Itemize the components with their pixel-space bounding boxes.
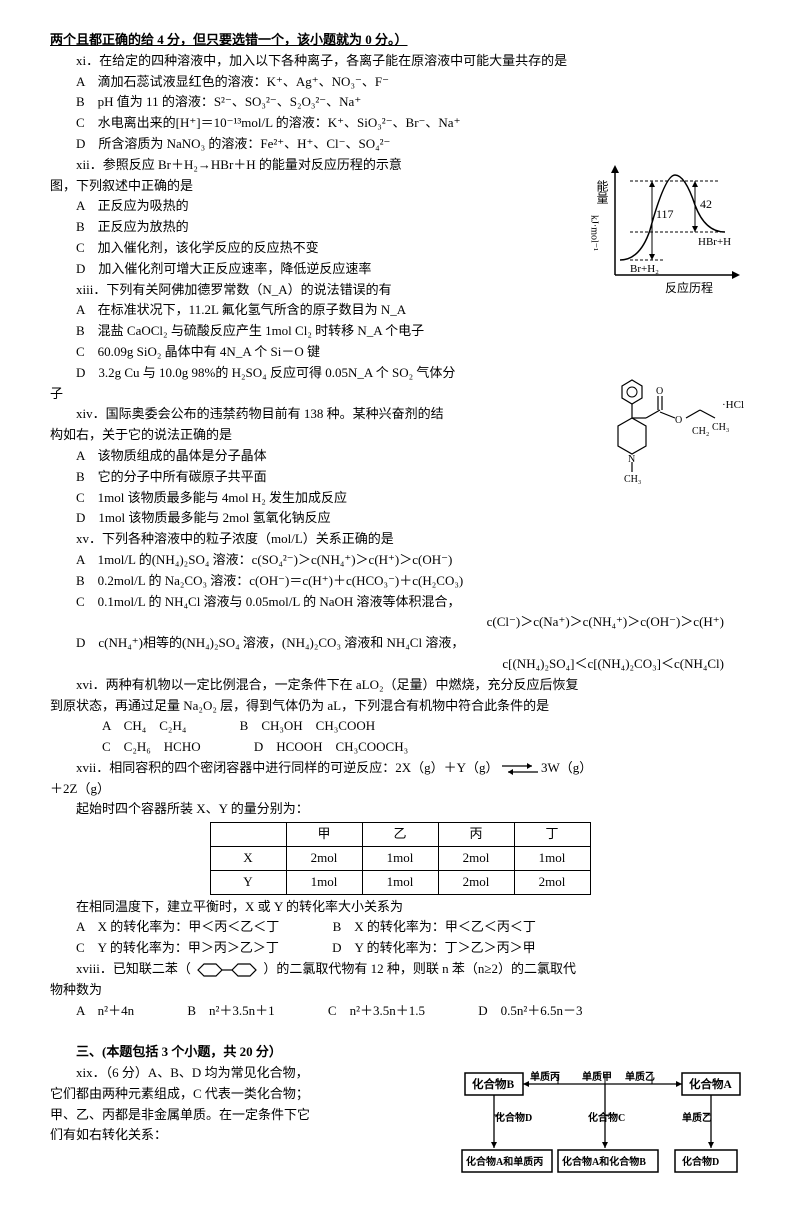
q15-opt-c: C 0.1mol/L 的 NH₄Cl 溶液与 0.05mol/L 的 NaOH … (50, 592, 750, 613)
q17-stem-2: ＋2Z（g） (50, 779, 750, 800)
svg-text:单质甲: 单质甲 (582, 1070, 612, 1083)
q18-stem: xviii．已知联二苯（ ）的二氯取代物有 12 种，则联 n 苯（n≥2）的二… (50, 959, 750, 980)
svg-text:kJ·mol⁻¹: kJ·mol⁻¹ (590, 215, 600, 251)
q15-stem: xv．下列各种溶液中的粒子浓度（mol/L）关系正确的是 (50, 529, 750, 550)
q16-stem-2: 到原状态，再通过足量 Na₂O₂ 层，得到气体仍为 aL，下列混合有机物中符合此… (50, 696, 750, 717)
svg-text:117: 117 (656, 207, 674, 221)
q11-opt-b: B pH 值为 11 的溶液：S²⁻、SO₃²⁻、S₂O₃²⁻、Na⁺ (50, 92, 750, 113)
table-row: 甲乙丙丁 (210, 823, 590, 847)
q15-opt-a: A 1mol/L 的(NH₄)₂SO₄ 溶液：c(SO₄²⁻)＞c(NH₄⁺)＞… (50, 550, 750, 571)
q13-opt-a: A 在标准状况下，11.2L 氟化氢气所含的原子数目为 N_A (50, 300, 750, 321)
q17-table: 甲乙丙丁 X2mol1mol2mol1mol Y1mol1mol2mol2mol (210, 822, 591, 894)
q11-opt-d: D 所含溶质为 NaNO₃ 的溶液：Fe²⁺、H⁺、Cl⁻、SO₄²⁻ (50, 134, 750, 155)
svg-text:CH₃: CH₃ (712, 422, 729, 433)
q17-stem: xvii．相同容积的四个密闭容器中进行同样的可逆反应：2X（g）＋Y（g） 3W… (50, 758, 750, 779)
svg-text:单质乙: 单质乙 (625, 1070, 655, 1083)
q16-stem: xvi．两种有机物以一定比例混合，一定条件下在 aLO₂（足量）中燃烧，充分反应… (50, 675, 750, 696)
svg-text:42: 42 (700, 197, 712, 211)
biphenyl-icon (194, 962, 260, 978)
q17-opts-ab: A X 的转化率为：甲＜丙＜乙＜丁 B X 的转化率为：甲＜乙＜丙＜丁 (50, 917, 750, 938)
svg-text:化合物C: 化合物C (588, 1111, 625, 1124)
q17-opts-cd: C Y 的转化率为：甲＞丙＞乙＞丁 D Y 的转化率为：丁＞乙＞丙＞甲 (50, 938, 750, 959)
svg-text:HBr+H: HBr+H (698, 236, 731, 248)
q13-opt-c: C 60.09g SiO₂ 晶体中有 4N_A 个 Si－O 键 (50, 342, 750, 363)
svg-text:化合物D: 化合物D (495, 1111, 532, 1124)
scoring-rule: 两个且都正确的给 4 分，但只要选错一个，该小题就为 0 分。） (50, 30, 750, 51)
table-row: X2mol1mol2mol1mol (210, 847, 590, 871)
svg-text:单质乙: 单质乙 (682, 1111, 712, 1124)
q14-opt-d: D 1mol 该物质最多能与 2mol 氢氧化钠反应 (50, 508, 750, 529)
svg-text:化合物A和单质丙: 化合物A和单质丙 (466, 1155, 543, 1168)
q15-opt-c-line2: c(Cl⁻)＞c(Na⁺)＞c(NH₄⁺)＞c(OH⁻)＞c(H⁺) (50, 612, 750, 633)
svg-text:反应历程: 反应历程 (665, 280, 713, 295)
q11-stem: xi．在给定的四种溶液中，加入以下各种离子，各离子能在原溶液中可能大量共存的是 (50, 51, 750, 72)
q15-opt-d: D c(NH₄⁺)相等的(NH₄)₂SO₄ 溶液，(NH₄)₂CO₃ 溶液和 N… (50, 633, 750, 654)
svg-text:化合物A: 化合物A (689, 1077, 732, 1091)
svg-text:Br+H₂: Br+H₂ (630, 263, 659, 275)
svg-text:·HCl: ·HCl (722, 399, 744, 411)
svg-text:CH₃: CH₃ (624, 474, 641, 485)
q14-opt-c: C 1mol 该物质最多能与 4mol H₂ 发生加成反应 (50, 488, 750, 509)
svg-text:能量: 能量 (595, 179, 609, 203)
flow-diagram: 化合物B 化合物A 单质丙 单质甲 单质乙 化合物D 化合物C 单质乙 化合物A… (460, 1068, 750, 1183)
energy-graph: 117 42 HBr+H Br+H₂ 能量 kJ·mol⁻¹ 反应历程 (590, 160, 750, 300)
q17-stem-3: 起始时四个容器所装 X、Y 的量分别为： (50, 799, 750, 820)
q18-opts: A n²＋4n B n²＋3.5n＋1 C n²＋3.5n＋1.5 D 0.5n… (50, 1001, 750, 1022)
q17-stem-4: 在相同温度下，建立平衡时，X 或 Y 的转化率大小关系为 (50, 897, 750, 918)
q15-opt-b: B 0.2mol/L 的 Na₂CO₃ 溶液：c(OH⁻)＝c(H⁺)＋c(HC… (50, 571, 750, 592)
svg-text:O: O (656, 386, 663, 397)
q11-opt-c: C 水电离出来的[H⁺]＝10⁻¹³mol/L 的溶液：K⁺、SiO₃²⁻、Br… (50, 113, 750, 134)
table-row: Y1mol1mol2mol2mol (210, 870, 590, 894)
svg-text:化合物D: 化合物D (682, 1155, 719, 1168)
section-3-title: 三、(本题包括 3 个小题，共 20 分） (50, 1042, 750, 1063)
svg-text:化合物B: 化合物B (472, 1077, 514, 1091)
molecule-structure: N CH₃ O O CH₂ CH₃ ·HCl (600, 368, 750, 488)
q13-opt-b: B 混盐 CaOCl₂ 与硫酸反应产生 1mol Cl₂ 时转移 N_A 个电子 (50, 321, 750, 342)
svg-text:化合物A和化合物B: 化合物A和化合物B (562, 1155, 646, 1168)
svg-text:CH₂: CH₂ (692, 426, 709, 437)
q18-stem-3: 物种数为 (50, 980, 750, 1001)
svg-text:单质丙: 单质丙 (530, 1070, 560, 1083)
q16-opts-ab: A CH₄ C₂H₄ B CH₃OH CH₃COOH (50, 716, 750, 737)
q11-opt-a: A 滴加石蕊试液显红色的溶液：K⁺、Ag⁺、NO₃⁻、F⁻ (50, 72, 750, 93)
q15-opt-d-line2: c[(NH₄)₂SO₄]＜c[(NH₄)₂CO₃]＜c(NH₄Cl) (50, 654, 750, 675)
q16-opts-cd: C C₂H₆ HCHO D HCOOH CH₃COOCH₃ (50, 737, 750, 758)
svg-text:O: O (675, 415, 682, 426)
